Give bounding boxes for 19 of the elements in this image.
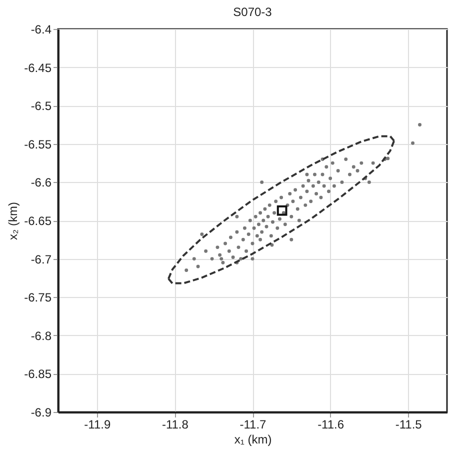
x-tick-label: -11.8 — [162, 418, 189, 432]
x-tick-label: -11.7 — [240, 418, 267, 432]
x-axis-title: x₁ (km) — [234, 432, 272, 446]
y-tick-label: -6.8 — [30, 328, 52, 343]
y-tick-label: -6.9 — [30, 406, 52, 420]
x-tick-label: -11.9 — [84, 418, 111, 432]
y-tick-label: -6.45 — [24, 60, 52, 75]
y-axis-title: x₂ (km) — [6, 202, 20, 240]
x-tick-label: -11.5 — [395, 418, 422, 432]
y-tick-label: -6.85 — [24, 367, 52, 382]
y-tick-label: -6.6 — [30, 176, 52, 190]
x-tick-label: -11.6 — [318, 418, 344, 432]
y-tick-label: -6.75 — [24, 290, 52, 305]
y-tick-label: -6.4 — [30, 22, 52, 36]
y-tick-label: -6.7 — [30, 252, 52, 266]
y-tick-label: -6.5 — [30, 99, 52, 114]
chart-title: S070-3 — [233, 5, 272, 19]
y-tick-label: -6.55 — [24, 137, 52, 152]
y-tick-label: -6.65 — [24, 214, 52, 228]
